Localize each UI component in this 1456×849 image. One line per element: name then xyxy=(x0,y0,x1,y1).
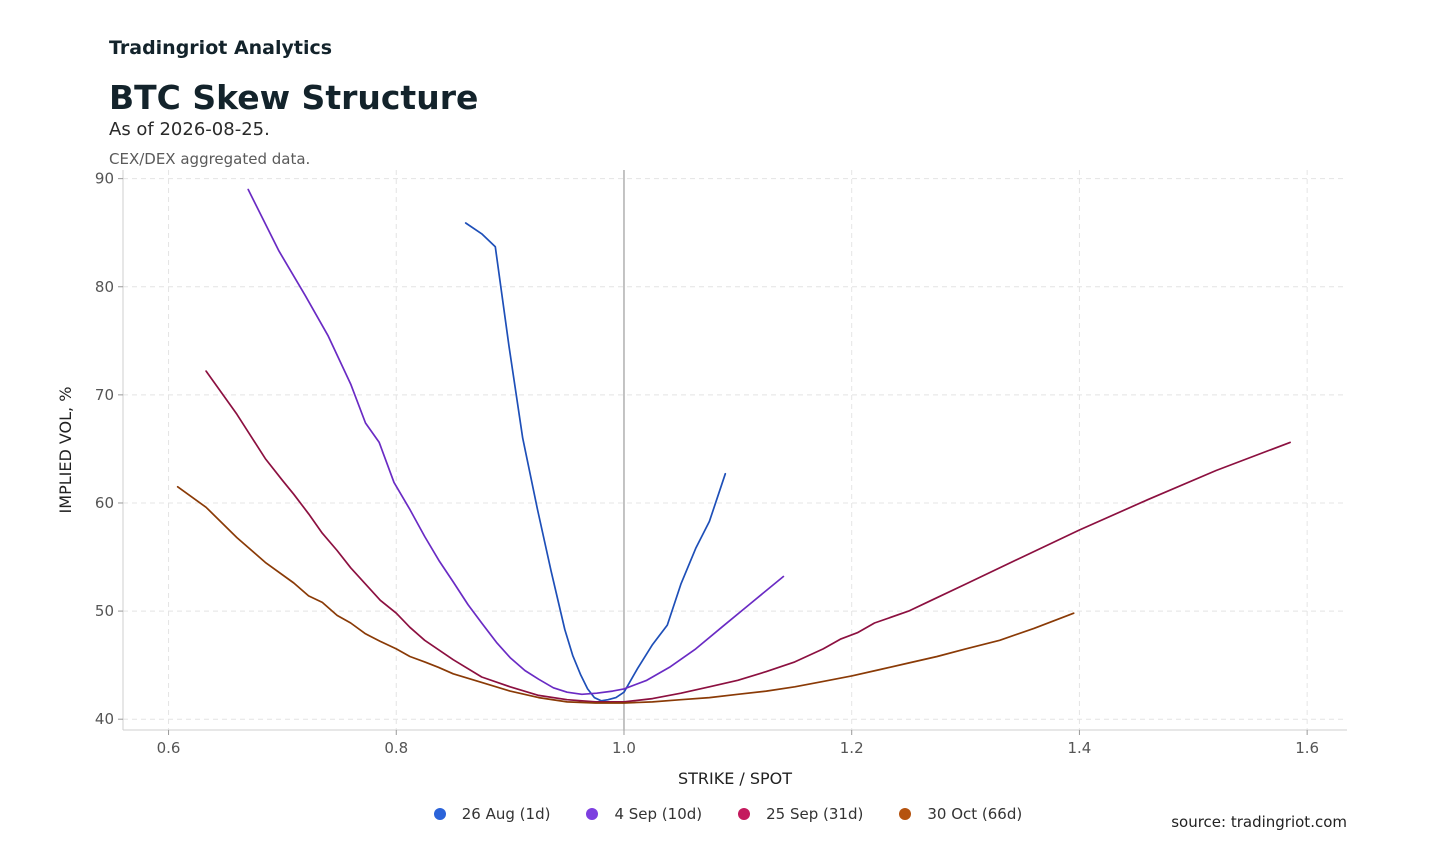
legend-label: 25 Sep (31d) xyxy=(766,805,864,823)
x-tick-label: 1.2 xyxy=(840,739,864,757)
series-line-2 xyxy=(247,188,785,696)
y-axis-label: IMPLIED VOL, % xyxy=(56,387,75,514)
x-tick-label: 1.0 xyxy=(612,739,636,757)
x-tick-label: 0.6 xyxy=(157,739,181,757)
grid-layer xyxy=(123,170,1347,730)
series-line-1 xyxy=(464,222,727,702)
legend-item-4: 30 Oct (66d) xyxy=(899,805,1022,823)
y-tick-label: 50 xyxy=(95,602,114,620)
legend-item-3: 25 Sep (31d) xyxy=(738,805,863,823)
legend: 26 Aug (1d) 4 Sep (10d) 25 Sep (31d) 30 Oct… xyxy=(0,805,1456,823)
x-tick-label: 1.4 xyxy=(1067,739,1091,757)
series-line-4 xyxy=(176,485,1075,704)
chart-subtitle: As of 2026-08-25. xyxy=(109,119,270,140)
x-tick-label: 1.6 xyxy=(1295,739,1319,757)
x-axis-label: STRIKE / SPOT xyxy=(678,769,792,788)
chart-title: BTC Skew Structure xyxy=(109,78,479,117)
legend-swatch xyxy=(433,808,446,820)
legend-label: 26 Aug (1d) xyxy=(461,805,551,823)
y-tick-label: 60 xyxy=(95,494,114,512)
x-tick-label: 0.8 xyxy=(384,739,408,757)
legend-swatch xyxy=(899,808,912,820)
series-line-3 xyxy=(205,370,1291,703)
y-tick-label: 40 xyxy=(95,710,114,728)
y-tick-label: 80 xyxy=(95,278,114,296)
legend-label: 4 Sep (10d) xyxy=(614,805,703,823)
y-tick-label: 70 xyxy=(95,386,114,404)
legend-item-1: 26 Aug (1d) xyxy=(433,805,551,823)
y-tick-label: 90 xyxy=(95,170,114,188)
brand-label: Tradingriot Analytics xyxy=(109,37,333,59)
legend-label: 30 Oct (66d) xyxy=(927,805,1023,823)
legend-item-2: 4 Sep (10d) xyxy=(586,805,702,823)
source-label: source: tradingriot.com xyxy=(1171,813,1347,831)
legend-swatch xyxy=(738,808,751,820)
chart-note: CEX/DEX aggregated data. xyxy=(109,150,311,168)
legend-swatch xyxy=(586,808,599,820)
series-layer xyxy=(176,188,1291,704)
axis-layer: 0.6 0.8 1.0 1.2 1.4 1.6 40 50 60 70 80 90 xyxy=(95,170,1347,757)
